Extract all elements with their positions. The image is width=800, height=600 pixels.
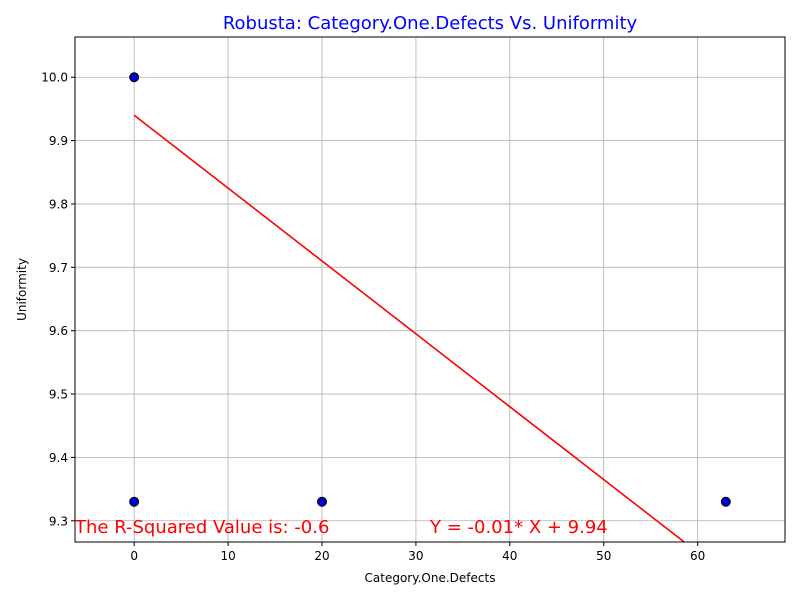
y-tick-label: 9.6 [49, 324, 68, 338]
x-tick-label: 40 [502, 549, 517, 563]
data-point [720, 496, 731, 507]
y-axis-ticks: 9.3 9.4 9.5 9.6 9.7 9.8 9.9 10.0 [41, 71, 75, 528]
y-tick-label: 10.0 [41, 71, 68, 85]
x-tick-label: 50 [596, 549, 611, 563]
plot-frame [74, 36, 786, 543]
x-tick-label: 60 [690, 549, 705, 563]
data-point [129, 496, 140, 507]
regression-layer [133, 114, 686, 542]
points-layer [129, 72, 731, 507]
chart-title: Robusta: Category.One.Defects Vs. Unifor… [223, 13, 638, 34]
y-tick-label: 9.7 [49, 261, 68, 275]
y-tick-label: 9.8 [49, 197, 68, 211]
y-tick-label: 9.4 [49, 451, 68, 465]
x-tick-label: 10 [220, 549, 235, 563]
data-point [129, 72, 140, 83]
x-tick-label: 20 [314, 549, 329, 563]
y-tick-label: 9.5 [49, 388, 68, 402]
grid [75, 37, 785, 542]
x-tick-label: 0 [130, 549, 138, 563]
y-tick-label: 9.9 [49, 134, 68, 148]
r-squared-annotation: The R-Squared Value is: -0.6 [74, 517, 329, 538]
y-tick-label: 9.3 [49, 514, 68, 528]
x-tick-label: 30 [408, 549, 423, 563]
y-axis-label: Uniformity [15, 258, 29, 321]
regression-line [133, 114, 686, 542]
data-point [316, 496, 327, 507]
x-axis-label: Category.One.Defects [365, 571, 496, 585]
regression-equation-annotation: Y = -0.01* X + 9.94 [429, 517, 608, 538]
x-axis-ticks: 0 10 20 30 40 50 60 [130, 542, 705, 563]
